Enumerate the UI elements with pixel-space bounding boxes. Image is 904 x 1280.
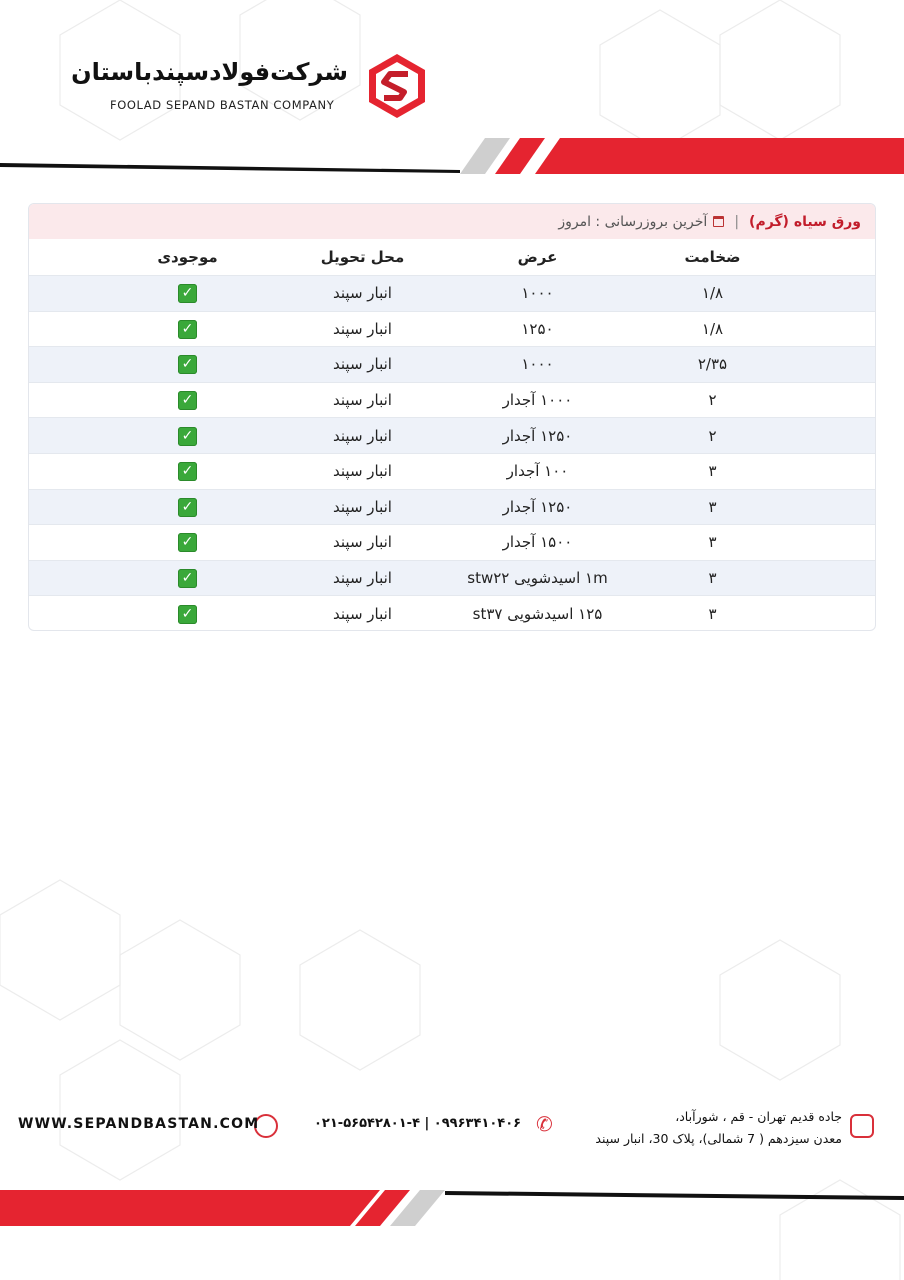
company-logo: شرکت‌فولادسپندباستان FOOLAD SEPAND BASTA…	[71, 52, 428, 122]
table-row: ۲ ۱۲۵۰ آجدار انبار سپند ✓	[29, 417, 875, 453]
table-row: ۳ ۱m اسیدشویی stw۲۲ انبار سپند ✓	[29, 559, 875, 596]
cell-stock: ✓	[100, 568, 275, 589]
table-row: ۲ ۱۰۰۰ آجدار انبار سپند ✓	[29, 381, 875, 418]
cell-stock: ✓	[100, 604, 275, 624]
cell-location: انبار سپند	[333, 355, 392, 374]
cell-location: انبار سپند	[333, 462, 392, 481]
cell-location: انبار سپند	[333, 426, 392, 445]
phone-icon: ✆	[536, 1112, 553, 1136]
cell-thickness: ۱/۸	[701, 284, 724, 303]
checkmark-icon: ✓	[178, 604, 197, 624]
card-header: ورق سیاه (گرم) | آخرین بروزرسانی : امروز	[29, 204, 875, 239]
cell-thickness: ۳	[708, 569, 717, 588]
checkmark-icon: ✓	[178, 319, 197, 339]
cell-location: انبار سپند	[333, 391, 392, 410]
address-line-1: جاده قدیم تهران - قم ، شورآباد،	[675, 1109, 842, 1124]
checkmark-icon: ✓	[178, 355, 197, 375]
cell-thickness: ۲	[708, 391, 717, 410]
table-row: ۲/۳۵ ۱۰۰۰ انبار سپند ✓	[29, 346, 875, 382]
globe-search-icon	[254, 1114, 278, 1138]
cell-stock: ✓	[100, 390, 275, 411]
table-row: ۱/۸ ۱۲۵۰ انبار سپند ✓	[29, 310, 875, 347]
cell-stock: ✓	[100, 426, 275, 446]
map-icon	[850, 1114, 874, 1138]
company-name-fa: شرکت‌فولادسپندباستان	[71, 58, 348, 86]
cell-location: انبار سپند	[333, 604, 392, 623]
calendar-icon	[713, 216, 725, 227]
cell-width: ۱۰۰۰	[521, 284, 554, 303]
cell-width: ۱m اسیدشویی stw۲۲	[467, 569, 608, 588]
cell-stock: ✓	[100, 283, 275, 304]
checkmark-icon: ✓	[178, 569, 197, 589]
product-title: ورق سیاه (گرم)	[749, 213, 861, 230]
logo-s-hexagon-icon	[369, 54, 425, 118]
cell-width: ۱۲۵ اسیدشویی st۳۷	[472, 604, 603, 623]
cell-location: انبار سپند	[333, 319, 392, 338]
footer: جاده قدیم تهران - قم ، شورآباد، معدن سیز…	[0, 1100, 904, 1150]
table-row: ۳ ۱۲۵ اسیدشویی st۳۷ انبار سپند ✓	[29, 595, 875, 630]
cell-stock: ✓	[100, 532, 275, 553]
cell-thickness: ۳	[708, 462, 717, 481]
cell-stock: ✓	[100, 319, 275, 339]
last-updated: آخرین بروزرسانی : امروز	[558, 213, 708, 230]
footer-decorative-band	[0, 1190, 904, 1226]
header-thickness: ضخامت	[684, 248, 741, 266]
cell-thickness: ۲	[708, 426, 717, 445]
cell-width: ۱۰۰۰	[521, 355, 554, 374]
table-row: ۳ ۱۵۰۰ آجدار انبار سپند ✓	[29, 524, 875, 560]
checkmark-icon: ✓	[178, 426, 197, 446]
cell-width: ۱۵۰۰ آجدار	[502, 533, 573, 552]
header-decorative-band	[0, 138, 904, 174]
table-header-row: ضخامت عرض محل تحویل موجودی	[29, 239, 875, 275]
website-link[interactable]: WWW.SEPANDBASTAN.COM	[18, 1116, 260, 1132]
company-name-en: FOOLAD SEPAND BASTAN COMPANY	[110, 98, 335, 112]
cell-location: انبار سپند	[333, 533, 392, 552]
cell-thickness: ۳	[708, 533, 717, 552]
checkmark-icon: ✓	[178, 497, 197, 517]
checkmark-icon: ✓	[178, 533, 197, 553]
cell-stock: ✓	[100, 497, 275, 517]
cell-thickness: ۱/۸	[701, 319, 724, 338]
cell-thickness: ۳	[708, 497, 717, 516]
cell-thickness: ۲/۳۵	[697, 355, 728, 374]
table-row: ۱/۸ ۱۰۰۰ انبار سپند ✓	[29, 275, 875, 311]
checkmark-icon: ✓	[178, 391, 197, 411]
cell-location: انبار سپند	[333, 284, 392, 303]
table-row: ۳ ۱۲۵۰ آجدار انبار سپند ✓	[29, 488, 875, 525]
cell-stock: ✓	[100, 354, 275, 375]
cell-location: انبار سپند	[333, 569, 392, 588]
price-table-card: ورق سیاه (گرم) | آخرین بروزرسانی : امروز…	[28, 203, 876, 631]
table-row: ۳ ۱۰۰ آجدار انبار سپند ✓	[29, 452, 875, 489]
cell-width: ۱۲۵۰ آجدار	[502, 426, 573, 445]
separator: |	[734, 213, 740, 230]
cell-width: ۱۰۰۰ آجدار	[502, 391, 573, 410]
phone-numbers: ۰۲۱-۵۶۵۴۲۸۰۱-۴ | ۰۹۹۶۳۴۱۰۴۰۶	[314, 1116, 522, 1131]
cell-width: ۱۲۵۰ آجدار	[502, 497, 573, 516]
header-stock: موجودی	[157, 248, 218, 266]
header-location: محل تحویل	[320, 248, 405, 266]
cell-width: ۱۰۰ آجدار	[506, 462, 569, 481]
checkmark-icon: ✓	[178, 284, 197, 304]
cell-stock: ✓	[100, 461, 275, 482]
cell-thickness: ۳	[708, 604, 717, 623]
cell-width: ۱۲۵۰	[521, 319, 554, 338]
address: جاده قدیم تهران - قم ، شورآباد، معدن سیز…	[595, 1106, 842, 1150]
checkmark-icon: ✓	[178, 462, 197, 482]
address-line-2: معدن سیزدهم ( 7 شمالی)، پلاک 30، انبار س…	[595, 1131, 842, 1146]
cell-location: انبار سپند	[333, 497, 392, 516]
header-width: عرض	[517, 248, 558, 266]
